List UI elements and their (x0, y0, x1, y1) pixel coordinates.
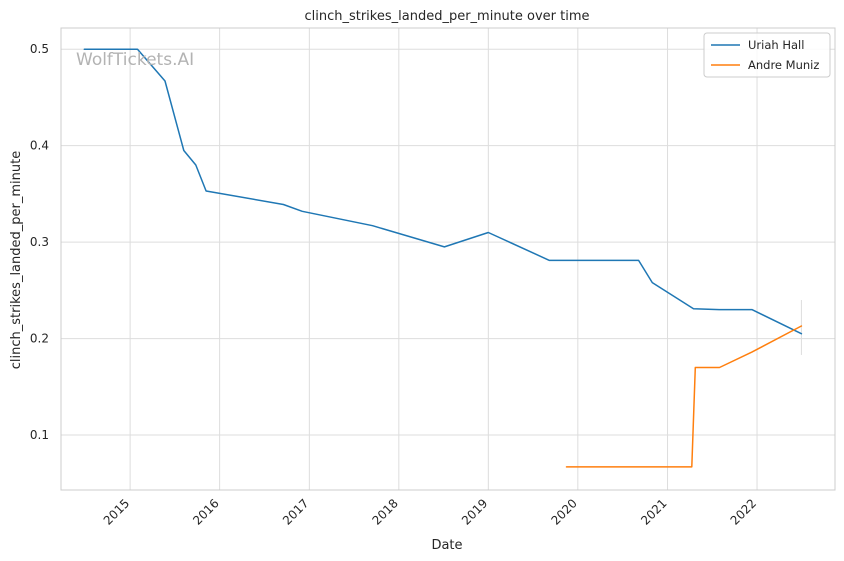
x-axis-label: Date (431, 538, 462, 553)
legend-box (703, 32, 831, 78)
y-tick-label: 0.5 (30, 42, 49, 56)
plot-area-border (60, 27, 836, 491)
watermark: WolfTickets.AI (76, 50, 194, 70)
legend-label-uriah-hall: Uriah Hall (748, 38, 804, 52)
legend: Uriah Hall Andre Muniz (703, 32, 831, 78)
y-axis-ticks: 0.1 0.2 0.3 0.4 0.5 (30, 42, 49, 442)
legend-label-andre-muniz: Andre Muniz (748, 58, 819, 72)
y-tick-label: 0.4 (30, 139, 49, 153)
y-axis-label: clinch_strikes_landed_per_minute (9, 151, 24, 369)
y-tick-label: 0.2 (30, 332, 49, 346)
series-line-andre-muniz (565, 325, 803, 468)
y-tick-label: 0.3 (30, 235, 49, 249)
y-tick-label: 0.1 (30, 428, 49, 442)
chart-title: clinch_strikes_landed_per_minute over ti… (304, 9, 589, 24)
series-line-uriah-hall (83, 48, 803, 335)
series-lines (83, 48, 803, 468)
